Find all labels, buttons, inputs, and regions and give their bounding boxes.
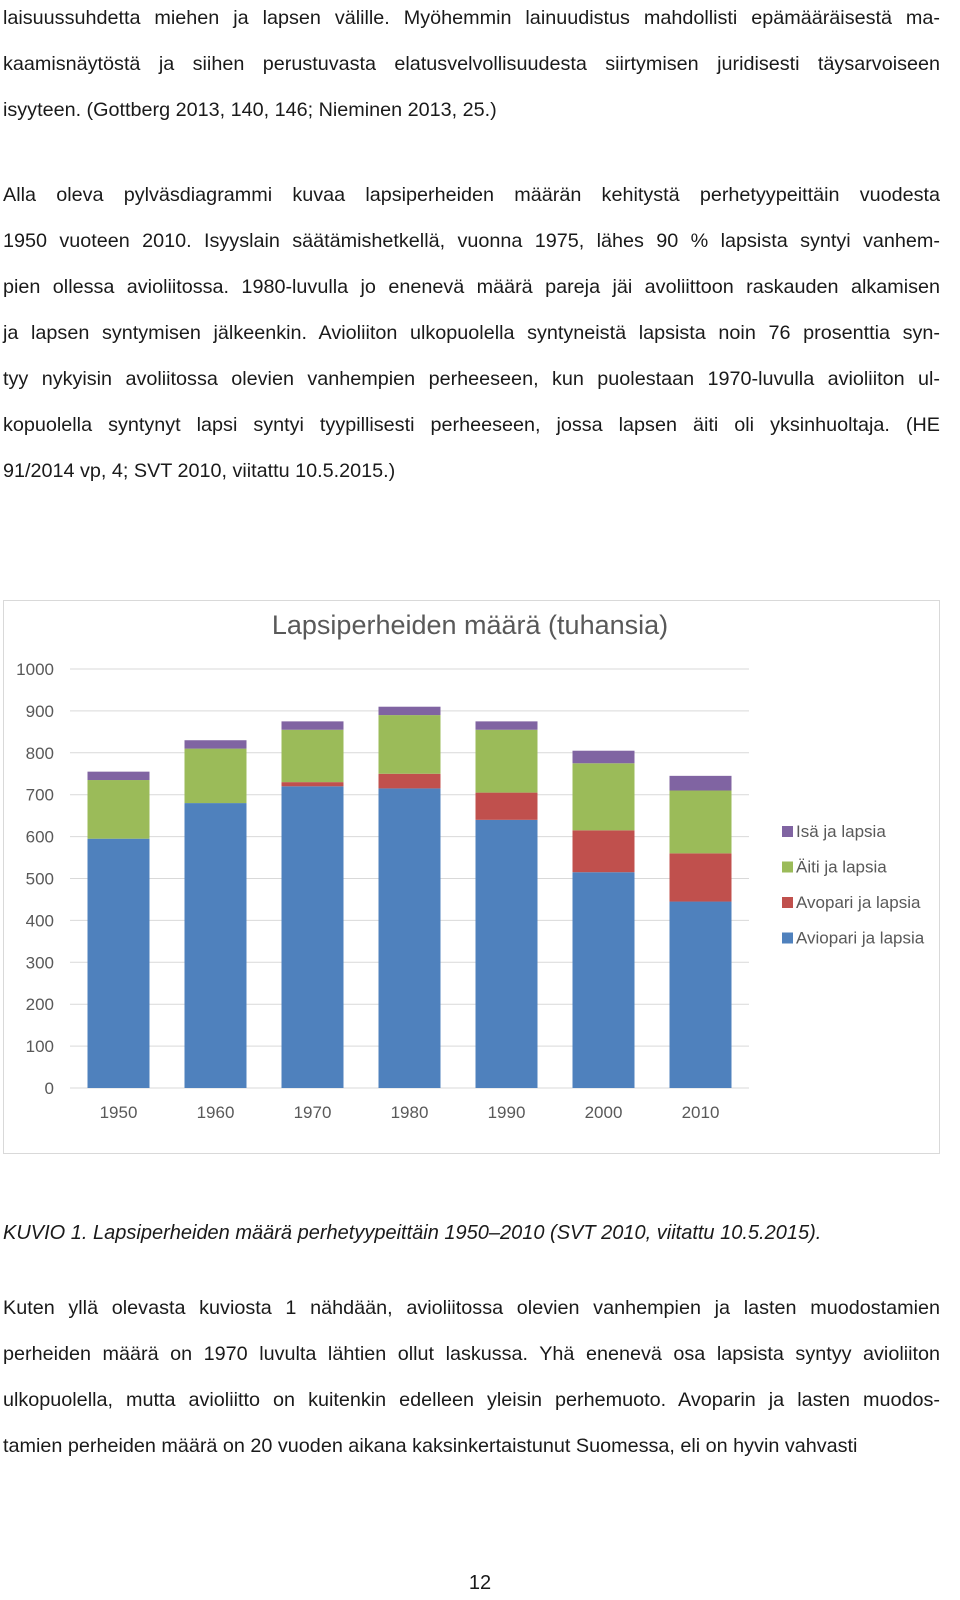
bar-segment (281, 721, 344, 730)
bar-segment (669, 853, 732, 902)
bar-segment (378, 715, 441, 774)
text-line: Kuten yllä olevasta kuviosta 1 nähdään, … (3, 1297, 940, 1319)
text-line: pien ollessa avioliitossa. 1980-luvulla … (3, 276, 940, 298)
bar-segment (572, 830, 635, 873)
text-line: isyyteen. (Gottberg 2013, 140, 146; Niem… (3, 99, 497, 121)
y-tick-label: 400 (26, 911, 54, 930)
legend-label: Aviopari ja lapsia (796, 929, 925, 948)
legend-swatch (782, 861, 793, 873)
paragraph-intro: laisuussuhdetta miehen ja lapsen välille… (3, 0, 940, 133)
bar-segment (572, 750, 635, 764)
bar-segment (281, 729, 344, 783)
text-line: tamien perheiden määrä on 20 vuoden aika… (3, 1435, 858, 1457)
bar-segment (378, 788, 441, 1088)
text-line: ulkopuolella, mutta avioliitto on kuiten… (3, 1389, 940, 1411)
y-tick-label: 0 (45, 1079, 54, 1098)
text-line: ja lapsen syntymisen jälkeenkin. Aviolii… (3, 322, 940, 344)
bar-segment (475, 792, 538, 820)
bar-segment (475, 729, 538, 793)
bar-segment (669, 775, 732, 791)
bar-chart: Lapsiperheiden määrä (tuhansia) 0 100 200 3… (3, 600, 940, 1154)
chart-title: Lapsiperheiden määrä (tuhansia) (272, 610, 668, 640)
text-line: perheiden määrä on 1970 luvulta lähtien … (3, 1343, 940, 1365)
bar-segment (378, 773, 441, 789)
text-line: laisuussuhdetta miehen ja lapsen välille… (3, 7, 940, 29)
bar-segment (184, 803, 247, 1088)
x-tick-label: 2010 (682, 1103, 720, 1122)
text-line: Alla oleva pylväsdiagrammi kuvaa lapsipe… (3, 184, 940, 206)
x-tick-label: 1950 (100, 1103, 138, 1122)
page-number: 12 (468, 1572, 492, 1594)
bar-segment (475, 721, 538, 730)
paragraph-analysis: Kuten yllä olevasta kuviosta 1 nähdään, … (3, 1285, 940, 1469)
bar-segment (184, 748, 247, 804)
text-line: tyy nykyisin avoliitossa olevien vanhemp… (3, 368, 940, 390)
x-tick-label: 1980 (391, 1103, 429, 1122)
legend-label: Avopari ja lapsia (796, 893, 921, 912)
bar-segment (572, 763, 635, 831)
text-line: 1950 vuoteen 2010. Isyyslain säätämishet… (3, 230, 940, 252)
text-line: 91/2014 vp, 4; SVT 2010, viitattu 10.5.2… (3, 460, 396, 482)
paragraph-chart-description: Alla oleva pylväsdiagrammi kuvaa lapsipe… (3, 172, 940, 494)
legend-label: Isä ja lapsia (796, 822, 886, 841)
bar-segment (475, 819, 538, 1088)
legend-label: Äiti ja lapsia (796, 858, 887, 877)
y-tick-label: 700 (26, 786, 54, 805)
y-tick-label: 100 (26, 1037, 54, 1056)
bar-segment (87, 771, 150, 781)
bar-segment (184, 740, 247, 749)
bar-segment (87, 780, 150, 839)
y-tick-label: 1000 (16, 660, 54, 679)
bar-segment (87, 838, 150, 1088)
bar-segment (572, 872, 635, 1088)
bar-segment (378, 706, 441, 716)
bar-segment (669, 790, 732, 854)
text-line: kaamisnäytöstä ja siihen perustuvasta el… (3, 53, 940, 75)
y-tick-label: 900 (26, 702, 54, 721)
y-tick-label: 300 (26, 953, 54, 972)
legend-swatch (782, 826, 793, 837)
bar-segment (669, 901, 732, 1088)
x-tick-label: 1970 (294, 1103, 332, 1122)
chart-canvas: Lapsiperheiden määrä (tuhansia) 0 100 200 3… (16, 610, 925, 1122)
y-tick-label: 500 (26, 870, 54, 889)
x-tick-label: 1960 (197, 1103, 235, 1122)
y-tick-label: 600 (26, 828, 54, 847)
legend-swatch (782, 897, 793, 908)
x-tick-label: 1990 (488, 1103, 526, 1122)
text-line: kopuolella syntynyt lapsi syntyi tyypill… (3, 414, 940, 436)
bar-segment (281, 786, 344, 1088)
x-tick-label: 2000 (585, 1103, 623, 1122)
bar-segment (281, 782, 344, 787)
y-tick-label: 800 (26, 744, 54, 763)
figure-caption: KUVIO 1. Lapsiperheiden määrä perhetyype… (3, 1222, 822, 1244)
y-tick-label: 200 (26, 995, 54, 1014)
legend-swatch (782, 932, 793, 944)
